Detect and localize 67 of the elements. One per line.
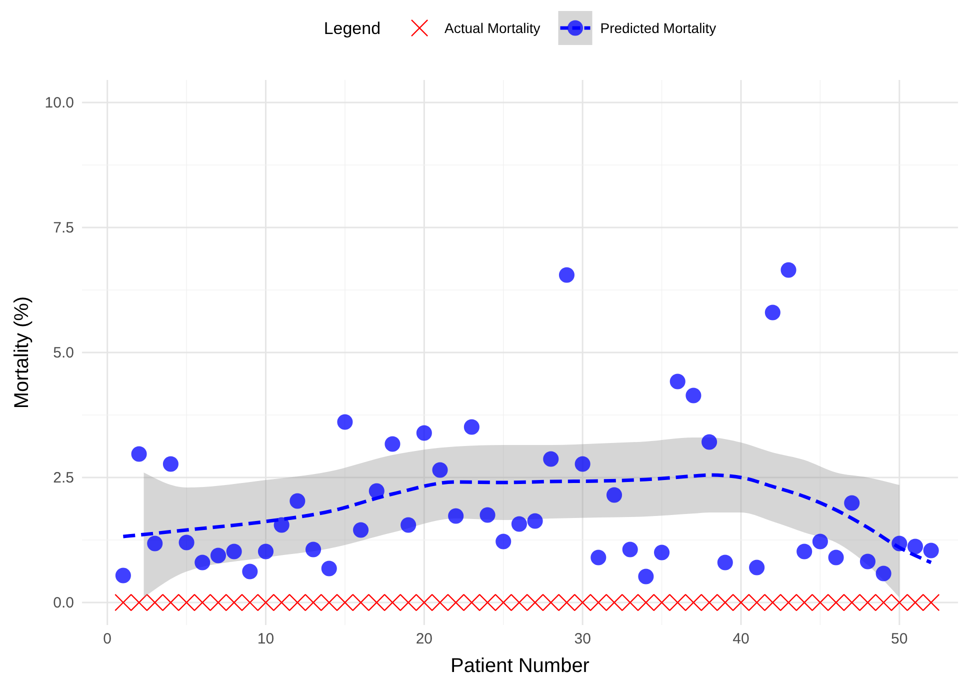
- point: [606, 487, 622, 503]
- point: [574, 456, 590, 472]
- point: [162, 456, 178, 472]
- point: [527, 513, 543, 529]
- point: [670, 374, 686, 390]
- x-axis-title: Patient Number: [450, 655, 590, 677]
- point: [210, 548, 226, 564]
- y-tick-label: 0.0: [53, 594, 74, 612]
- point: [432, 462, 448, 478]
- point: [892, 536, 908, 552]
- y-tick-label: 7.5: [53, 219, 74, 236]
- legend-title: Legend: [324, 18, 381, 38]
- point: [290, 493, 306, 509]
- point: [448, 508, 464, 524]
- point: [464, 419, 480, 435]
- point: [480, 507, 496, 523]
- point: [764, 304, 780, 320]
- point: [844, 495, 860, 511]
- point: [337, 414, 353, 430]
- point: [796, 544, 812, 560]
- legend-label: Actual Mortality: [444, 20, 540, 36]
- x-tick-label: 50: [891, 630, 908, 648]
- x-tick-label: 0: [103, 630, 112, 648]
- y-tick-label: 2.5: [53, 469, 74, 486]
- point: [749, 560, 765, 576]
- point: [511, 516, 527, 532]
- point: [384, 436, 400, 452]
- point: [226, 544, 242, 560]
- point: [876, 566, 892, 582]
- x-tick-label: 30: [574, 630, 591, 648]
- point: [590, 550, 606, 566]
- point: [242, 564, 258, 580]
- x-tick-label: 20: [416, 630, 433, 648]
- point: [416, 425, 432, 441]
- point: [558, 267, 575, 283]
- x-tick-label: 40: [732, 630, 750, 648]
- point: [131, 446, 147, 462]
- point: [923, 542, 939, 558]
- point: [860, 554, 876, 570]
- x-tick-label: 10: [257, 630, 274, 648]
- point: [780, 262, 796, 278]
- y-axis-title: Mortality (%): [11, 296, 33, 409]
- point: [321, 560, 337, 576]
- point: [258, 544, 274, 560]
- point: [543, 451, 559, 467]
- point: [717, 554, 733, 570]
- point: [812, 534, 828, 550]
- point: [496, 534, 512, 550]
- point: [828, 550, 844, 566]
- point: [638, 568, 654, 584]
- y-tick-label: 10.0: [44, 94, 74, 112]
- point: [306, 542, 322, 558]
- point: [686, 388, 702, 404]
- point: [400, 517, 416, 533]
- legend-label: Predicted Mortality: [600, 20, 716, 36]
- point: [147, 536, 163, 552]
- y-tick-label: 5.0: [53, 344, 74, 362]
- point: [622, 542, 638, 558]
- point: [178, 534, 194, 550]
- point: [353, 522, 369, 538]
- point: [194, 554, 210, 570]
- point: [702, 434, 718, 450]
- point: [115, 568, 131, 584]
- point: [274, 517, 290, 533]
- point: [368, 483, 384, 499]
- point: [654, 544, 670, 560]
- point: [907, 538, 924, 554]
